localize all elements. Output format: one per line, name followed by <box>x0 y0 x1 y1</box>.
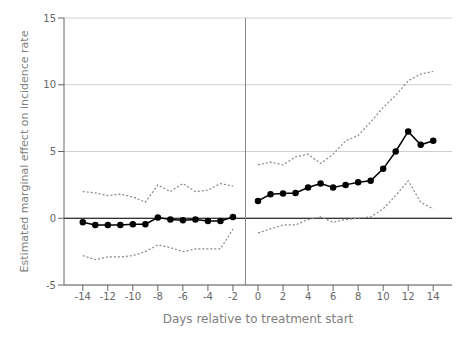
svg-text:-6: -6 <box>178 291 188 302</box>
svg-text:4: 4 <box>305 291 311 302</box>
svg-text:-4: -4 <box>203 291 213 302</box>
svg-text:-2: -2 <box>228 291 238 302</box>
svg-text:Estimated marginal effect on i: Estimated marginal effect on incidence r… <box>18 30 31 272</box>
svg-text:0: 0 <box>255 291 261 302</box>
svg-text:15: 15 <box>43 13 56 24</box>
svg-text:6: 6 <box>330 291 336 302</box>
svg-text:8: 8 <box>355 291 361 302</box>
svg-text:-14: -14 <box>75 291 91 302</box>
svg-text:10: 10 <box>377 291 390 302</box>
svg-text:10: 10 <box>43 79 56 90</box>
svg-text:0: 0 <box>50 213 56 224</box>
svg-text:-5: -5 <box>46 280 56 291</box>
svg-text:-10: -10 <box>125 291 141 302</box>
svg-text:-12: -12 <box>100 291 116 302</box>
svg-text:14: 14 <box>427 291 440 302</box>
svg-text:-8: -8 <box>153 291 163 302</box>
svg-text:5: 5 <box>50 146 56 157</box>
svg-text:Days relative to treatment sta: Days relative to treatment start <box>163 312 354 326</box>
svg-text:12: 12 <box>402 291 415 302</box>
svg-text:2: 2 <box>280 291 286 302</box>
